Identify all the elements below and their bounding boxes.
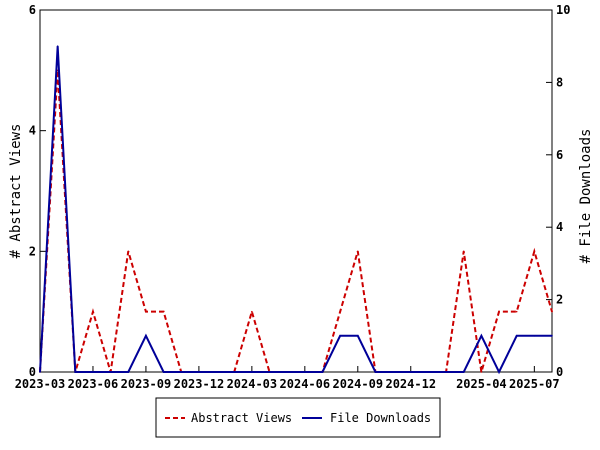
series-line-abstract-views: [39, 70, 553, 373]
legend-box: [155, 397, 441, 438]
x-tick-label-2023-06: 2023-06: [68, 377, 119, 391]
data-point-file-downloads-2025-06: [515, 335, 518, 337]
data-point-file-downloads-2023-07: [109, 371, 112, 373]
data-point-abstract-views-2024-03: [251, 310, 253, 313]
x-tick-label-2024-09: 2024-09: [333, 377, 384, 391]
y-tick-label-4: 4: [29, 124, 36, 138]
data-point-abstract-views-2025-08: [551, 310, 553, 313]
y-tick-label-0: 0: [29, 365, 36, 379]
data-point-file-downloads-2024-04: [268, 371, 271, 373]
series-layer: [39, 45, 553, 375]
legend: Abstract Views File Downloads: [155, 397, 441, 438]
data-point-file-downloads-2023-04: [56, 45, 59, 47]
data-point-abstract-views-2024-09: [356, 250, 359, 253]
data-point-file-downloads-2023-06: [92, 371, 94, 373]
data-point-file-downloads-2025-01: [427, 371, 430, 373]
y2-tick-label-6: 6: [556, 148, 563, 162]
data-point-file-downloads-2023-03: [39, 371, 41, 373]
y-axis-right: 0 2 4 6 8 10: [546, 3, 570, 379]
data-point-file-downloads-2023-08: [127, 371, 130, 373]
data-point-file-downloads-2024-11: [392, 371, 394, 373]
data-point-file-downloads-2024-06: [304, 371, 306, 373]
data-point-abstract-views-2024-08: [339, 310, 341, 313]
y-tick-label-6: 6: [29, 3, 36, 17]
data-point-file-downloads-2025-05: [498, 371, 500, 373]
data-point-abstract-views-2025-04: [480, 371, 483, 373]
data-point-file-downloads-2024-10: [374, 371, 377, 373]
x-tick-label-2023-09: 2023-09: [121, 377, 172, 391]
data-point-file-downloads-2024-12: [409, 371, 412, 373]
x-tick-label-2024-12: 2024-12: [385, 377, 436, 391]
series-line-file-downloads: [39, 46, 552, 375]
data-point-file-downloads-2024-01: [215, 371, 218, 373]
data-point-file-downloads-2025-08: [551, 335, 553, 337]
y2-tick-label-8: 8: [556, 75, 563, 89]
data-point-file-downloads-2024-09: [356, 335, 359, 337]
x-tick-label-2025-04: 2025-04: [456, 377, 507, 391]
data-point-abstract-views-2023-09: [145, 310, 147, 313]
y2-tick-label-10: 10: [556, 3, 570, 17]
x-axis: 2023-03 2023-06 2023-09 2023-12 2024-03 2024-…: [15, 366, 560, 391]
legend-label-abstract-views: Abstract Views: [191, 411, 292, 425]
y2-axis-title: # File Downloads: [578, 129, 594, 264]
data-point-file-downloads-2025-03: [462, 371, 465, 373]
plot-frame: [39, 9, 553, 373]
data-point-abstract-views-2023-10: [162, 310, 165, 313]
x-tick-label-2025-07: 2025-07: [509, 377, 560, 391]
legend-label-file-downloads: File Downloads: [330, 411, 431, 425]
x-tick-label-2024-06: 2024-06: [280, 377, 331, 391]
data-point-file-downloads-2025-04: [480, 335, 483, 337]
x-tick-label-2023-12: 2023-12: [174, 377, 225, 391]
data-point-abstract-views-2025-03: [462, 250, 465, 253]
y2-tick-label-4: 4: [556, 220, 563, 234]
data-point-abstract-views-2023-06: [92, 310, 94, 313]
data-point-abstract-views-2025-07: [533, 250, 536, 253]
data-point-abstract-views-2023-08: [127, 250, 130, 253]
y-axis-title: # Abstract Views: [8, 124, 24, 259]
y2-tick-label-2: 2: [556, 293, 563, 307]
data-point-file-downloads-2023-09: [145, 335, 147, 337]
data-point-file-downloads-2023-10: [162, 371, 165, 373]
y2-tick-label-0: 0: [556, 365, 563, 379]
data-point-file-downloads-2024-03: [251, 371, 253, 373]
data-point-file-downloads-2023-11: [180, 371, 183, 373]
x-tick-label-2024-03: 2024-03: [227, 377, 278, 391]
data-point-abstract-views-2025-05: [498, 310, 500, 313]
x-tick-label-2023-03: 2023-03: [15, 377, 66, 391]
data-point-abstract-views-2025-06: [515, 310, 518, 313]
data-point-file-downloads-2024-05: [286, 371, 288, 373]
y-axis-left: 0 2 4 6: [29, 3, 46, 379]
y-tick-label-2: 2: [29, 244, 36, 258]
data-point-file-downloads-2024-08: [339, 335, 341, 337]
data-point-file-downloads-2023-05: [74, 371, 77, 373]
data-point-file-downloads-2024-07: [321, 371, 324, 373]
data-point-file-downloads-2024-02: [233, 371, 236, 373]
data-point-file-downloads-2025-02: [445, 371, 447, 373]
data-point-file-downloads-2023-12: [198, 371, 200, 373]
data-point-file-downloads-2025-07: [533, 335, 536, 337]
